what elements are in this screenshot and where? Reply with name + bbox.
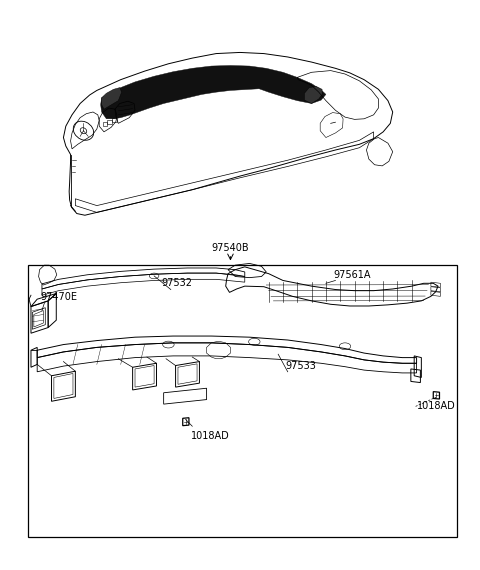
Text: 97561A: 97561A [333,270,371,280]
Bar [28,265,457,538]
Text: 97533: 97533 [285,361,316,371]
Text: 1018AD: 1018AD [192,431,230,441]
Bar [112,117,117,121]
Text: 97470E: 97470E [40,292,78,302]
Polygon shape [304,87,322,104]
Text: 1018AD: 1018AD [417,401,456,412]
Text: 97540B: 97540B [212,243,249,253]
Bar [108,120,112,124]
Bar [103,121,108,125]
Polygon shape [101,66,326,119]
Polygon shape [102,88,121,109]
Text: 97532: 97532 [161,278,192,288]
